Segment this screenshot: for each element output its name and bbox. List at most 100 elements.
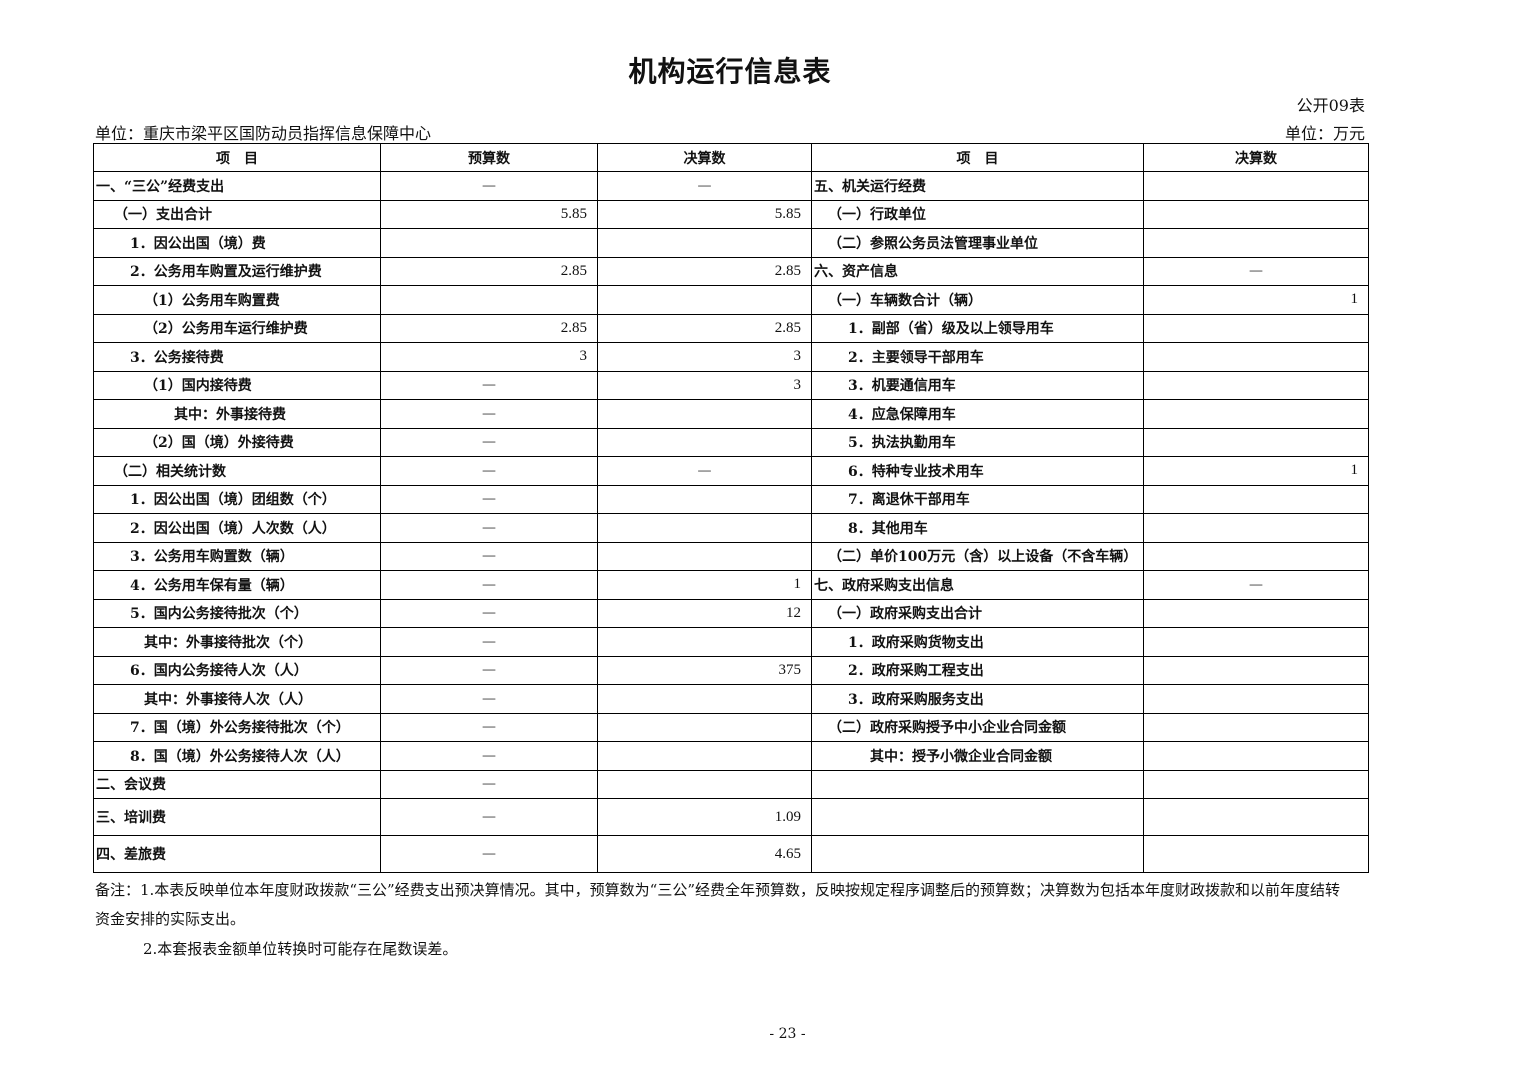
item-label-right xyxy=(811,835,1144,873)
item-label: 8．国（境）外公务接待人次（人） xyxy=(93,741,381,771)
budget-value: — xyxy=(380,570,598,600)
page-number: - 23 - xyxy=(769,1026,806,1042)
table-row: 二、会议费 — xyxy=(93,769,1369,799)
item-label-right: 其中：授予小微企业合同金额 xyxy=(811,741,1144,771)
final-value-right xyxy=(1143,798,1369,836)
final-value-right xyxy=(1143,835,1369,873)
item-label: 1．因公出国（境）团组数（个） xyxy=(93,484,381,514)
budget-value: 2.85 xyxy=(380,313,598,343)
final-value-right xyxy=(1143,484,1369,514)
item-label-right xyxy=(811,798,1144,836)
item-label: （二）相关统计数 xyxy=(93,456,381,486)
final-value-right xyxy=(1143,427,1369,457)
item-label-right: （二）单价100万元（含）以上设备（不含车辆） xyxy=(811,541,1144,571)
table-row: 1．因公出国（境）团组数（个） — 7．离退休干部用车 xyxy=(93,484,1369,514)
budget-value: — xyxy=(380,684,598,714)
item-label-right: 3．政府采购服务支出 xyxy=(811,684,1144,714)
item-label: 2．因公出国（境）人次数（人） xyxy=(93,513,381,543)
item-label-right: （一）车辆数合计（辆） xyxy=(811,285,1144,315)
table-number: 公开09表 xyxy=(1296,96,1365,115)
final-value xyxy=(597,427,812,457)
budget-value: — xyxy=(380,484,598,514)
final-value: — xyxy=(597,456,812,486)
final-value xyxy=(597,484,812,514)
note-line-1: 备注：1.本表反映单位本年度财政拨款“三公”经费支出预决算情况。其中，预算数为“… xyxy=(95,881,1340,899)
table-row: （2）公务用车运行维护费 2.85 2.85 1．副部（省）级及以上领导用车 xyxy=(93,313,1369,343)
item-label-right: 七、政府采购支出信息 xyxy=(811,570,1144,600)
item-label-right: 六、资产信息 xyxy=(811,256,1144,286)
header-row: 项 目 预算数 决算数 项 目 决算数 xyxy=(93,143,1369,172)
table-row: 1．因公出国（境）费 （二）参照公务员法管理事业单位 xyxy=(93,228,1369,258)
note-line-2: 资金安排的实际支出。 xyxy=(95,910,246,928)
budget-value: 5.85 xyxy=(380,199,598,229)
final-value xyxy=(597,712,812,742)
table-row: 3．公务用车购置数（辆） — （二）单价100万元（含）以上设备（不含车辆） xyxy=(93,541,1369,571)
budget-value xyxy=(380,285,598,315)
item-label: （1）国内接待费 xyxy=(93,370,381,400)
item-label-right: （二）参照公务员法管理事业单位 xyxy=(811,228,1144,258)
item-label-right: 五、机关运行经费 xyxy=(811,171,1144,201)
item-label-right: 2．主要领导干部用车 xyxy=(811,342,1144,372)
item-label-right: 6．特种专业技术用车 xyxy=(811,456,1144,486)
final-value-right xyxy=(1143,399,1369,429)
table-row: （1）公务用车购置费 （一）车辆数合计（辆） 1 xyxy=(93,285,1369,315)
table-row: 5．国内公务接待批次（个） —12 （一）政府采购支出合计 xyxy=(93,598,1369,628)
final-value-right: 1 xyxy=(1143,456,1369,486)
item-label: （一）支出合计 xyxy=(93,199,381,229)
item-label-right: 1．副部（省）级及以上领导用车 xyxy=(811,313,1144,343)
budget-value: — xyxy=(380,655,598,685)
item-label: 3．公务用车购置数（辆） xyxy=(93,541,381,571)
table-row: 其中：外事接待费 — 4．应急保障用车 xyxy=(93,399,1369,429)
table-row: 7．国（境）外公务接待批次（个） — （二）政府采购授予中小企业合同金额 xyxy=(93,712,1369,742)
final-value xyxy=(597,684,812,714)
final-value xyxy=(597,627,812,657)
budget-value: — xyxy=(380,598,598,628)
final-value: 1.09 xyxy=(597,798,812,836)
item-label: 6．国内公务接待人次（人） xyxy=(93,655,381,685)
final-value: 1 xyxy=(597,570,812,600)
final-value: 375 xyxy=(597,655,812,685)
budget-value: — xyxy=(380,456,598,486)
final-value-right xyxy=(1143,199,1369,229)
table-row: 4．公务用车保有量（辆） —1 七、政府采购支出信息 — xyxy=(93,570,1369,600)
final-value-right xyxy=(1143,541,1369,571)
final-value-right xyxy=(1143,513,1369,543)
item-label: （2）国（境）外接待费 xyxy=(93,427,381,457)
note-line-3: 2.本套报表金额单位转换时可能存在尾数误差。 xyxy=(143,940,458,958)
table-row: 一、“三公”经费支出 — — 五、机关运行经费 xyxy=(93,171,1369,201)
item-label: 其中：外事接待批次（个） xyxy=(93,627,381,657)
final-value-right xyxy=(1143,171,1369,201)
unit-currency: 单位：万元 xyxy=(1284,124,1365,143)
item-label-right: 3．机要通信用车 xyxy=(811,370,1144,400)
final-value-right xyxy=(1143,741,1369,771)
item-label-right xyxy=(811,769,1144,799)
final-value-right xyxy=(1143,684,1369,714)
budget-value: 3 xyxy=(380,342,598,372)
budget-value: — xyxy=(380,399,598,429)
item-label: （2）公务用车运行维护费 xyxy=(93,313,381,343)
final-value-right xyxy=(1143,370,1369,400)
page-title: 机构运行信息表 xyxy=(628,55,832,88)
header-budget: 预算数 xyxy=(380,143,598,172)
budget-value: — xyxy=(380,769,598,799)
item-label: 二、会议费 xyxy=(93,769,381,799)
item-label-right: 4．应急保障用车 xyxy=(811,399,1144,429)
budget-value: — xyxy=(380,171,598,201)
item-label: 其中：外事接待人次（人） xyxy=(93,684,381,714)
item-label-right: 8．其他用车 xyxy=(811,513,1144,543)
final-value: 2.85 xyxy=(597,256,812,286)
item-label-right: （一）政府采购支出合计 xyxy=(811,598,1144,628)
header-item-left: 项 目 xyxy=(93,143,381,172)
table-row: 6．国内公务接待人次（人） —375 2．政府采购工程支出 xyxy=(93,655,1369,685)
table-row: （1）国内接待费 —3 3．机要通信用车 xyxy=(93,370,1369,400)
table-row: 2．公务用车购置及运行维护费 2.85 2.85 六、资产信息 — xyxy=(93,256,1369,286)
budget-value: — xyxy=(380,513,598,543)
final-value-right xyxy=(1143,228,1369,258)
item-label: 3．公务接待费 xyxy=(93,342,381,372)
unit-organization: 单位：重庆市梁平区国防动员指挥信息保障中心 xyxy=(95,124,432,143)
final-value xyxy=(597,513,812,543)
final-value: — xyxy=(597,171,812,201)
final-value: 2.85 xyxy=(597,313,812,343)
final-value-right: — xyxy=(1143,256,1369,286)
budget-value: 2.85 xyxy=(380,256,598,286)
